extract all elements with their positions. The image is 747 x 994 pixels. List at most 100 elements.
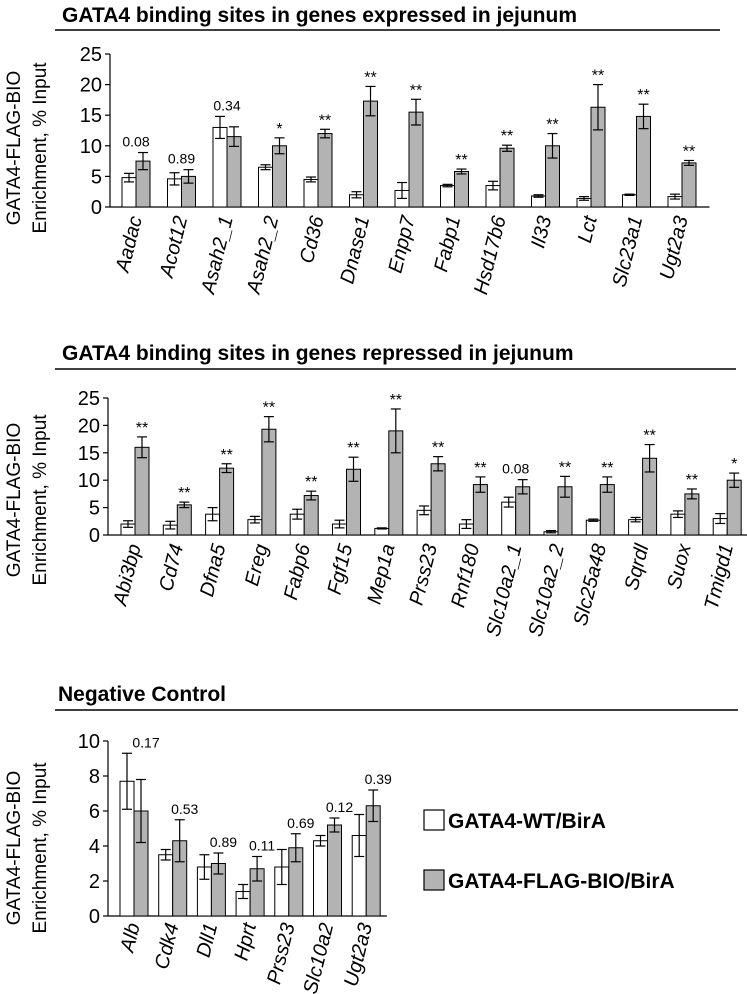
category-label: Slc10a2_1 [482, 542, 526, 639]
y-tick-label: 5 [89, 498, 100, 520]
y-tick-label: 6 [89, 801, 100, 823]
bar-flag-bio [636, 115, 651, 208]
category-label: Dll1 [193, 921, 223, 960]
bar-flag-bio [681, 162, 697, 208]
category-label: Fabp1 [430, 214, 465, 274]
legend-swatch [423, 809, 445, 831]
significance-stars: ** [683, 143, 695, 160]
y-axis-label: Enrichment, % Input [30, 762, 51, 934]
bar-flag-bio [365, 805, 381, 917]
y-tick-label: 2 [89, 871, 100, 893]
legend-label: GATA4-FLAG-BIO/BirA [448, 870, 675, 893]
y-tick-label: 5 [91, 166, 102, 188]
category-label: Fabp6 [280, 541, 315, 602]
category-label: Prss23 [406, 542, 442, 608]
category-label: Lct [574, 212, 602, 245]
significance-stars: * [276, 121, 282, 138]
category-label: Ugt2a3 [340, 921, 377, 989]
y-axis-label: Enrichment, % Input [30, 414, 51, 586]
category-label: Acot12 [156, 214, 193, 281]
category-label: Prss23 [263, 921, 299, 987]
bar-flag-bio [408, 111, 424, 208]
bar-wt [158, 854, 174, 917]
legend-swatch [423, 869, 445, 891]
category-label: Hprt [230, 920, 261, 963]
p-value: 0.17 [132, 734, 159, 750]
bar-wt [585, 519, 601, 536]
category-label: Aadac [112, 214, 147, 275]
significance-stars: ** [686, 472, 698, 489]
significance-stars: ** [347, 440, 359, 457]
bar-flag-bio [176, 504, 192, 536]
legend: GATA4-WT/BirA GATA4-FLAG-BIO/BirA [423, 809, 675, 893]
significance-stars: ** [390, 392, 402, 409]
category-label: Asah2_1 [197, 214, 238, 297]
bar-flag-bio [219, 467, 235, 536]
p-value: 0.89 [168, 151, 195, 167]
y-tick-label: 10 [78, 731, 100, 753]
significance-stars: ** [178, 485, 190, 502]
significance-stars: ** [319, 112, 331, 129]
y-axis-label: GATA4-FLAG-BIO [4, 423, 25, 578]
legend-label: GATA4-WT/BirA [448, 810, 606, 833]
bar-flag-bio [454, 171, 469, 208]
y-tick-label: 4 [89, 836, 100, 858]
chart-title: GATA4 binding sites in genes expressed i… [62, 4, 577, 27]
y-tick-label: 25 [78, 388, 100, 410]
chart-panel-1: GATA4 binding sites in genes expressed i… [4, 4, 720, 297]
p-value: 0.53 [171, 801, 198, 817]
category-label: Il33 [527, 214, 556, 251]
y-tick-label: 25 [80, 44, 102, 66]
significance-stars: ** [136, 420, 148, 437]
p-value: 0.34 [213, 97, 240, 113]
category-label: Alb [116, 921, 145, 955]
category-label: Dnase1 [336, 214, 374, 286]
category-label: Mep1a [364, 542, 400, 607]
category-label: Abi3bp [109, 542, 146, 609]
p-value: 0.39 [365, 771, 392, 787]
category-label: Hsd17b6 [470, 213, 511, 297]
category-label: Asah2_2 [243, 214, 284, 297]
p-value: 0.11 [249, 838, 275, 854]
chart-panel-3: Negative Control GATA4-FLAG-BIO Enrichment… [4, 683, 738, 994]
bar-flag-bio [272, 145, 287, 208]
p-value: 0.69 [287, 815, 314, 831]
bar-wt [440, 185, 455, 208]
p-value: 0.08 [122, 134, 149, 150]
y-axis-label: Enrichment, % Input [30, 62, 51, 234]
bar-flag-bio [303, 495, 319, 536]
category-label: Cd74 [155, 542, 188, 594]
significance-stars: ** [592, 68, 604, 85]
y-tick-label: 10 [78, 470, 100, 492]
p-value: 0.12 [326, 799, 353, 815]
significance-stars: ** [601, 460, 613, 477]
bar-wt [303, 178, 319, 208]
y-axis-label: GATA4-FLAG-BIO [4, 71, 25, 226]
significance-stars: ** [410, 82, 422, 99]
bar-wt [313, 840, 328, 917]
bar-flag-bio [684, 493, 700, 536]
category-label: Tmigd1 [701, 542, 738, 612]
bar-wt [622, 194, 637, 208]
bar-flag-bio [363, 100, 378, 208]
significance-stars: ** [501, 128, 513, 145]
significance-stars: ** [432, 440, 444, 457]
category-label: Cdk4 [151, 921, 184, 972]
y-tick-label: 0 [89, 525, 100, 547]
significance-stars: ** [305, 474, 317, 491]
category-label: Ereg [241, 542, 273, 588]
category-label: Enpp7 [385, 213, 421, 275]
bar-flag-bio [327, 824, 342, 917]
category-label: Slc23a1 [609, 214, 648, 289]
category-label: Rnf180 [447, 542, 484, 610]
y-tick-label: 0 [89, 906, 100, 928]
significance-stars: ** [643, 428, 655, 445]
y-tick-label: 0 [91, 197, 102, 219]
chart-title: GATA4 binding sites in genes repressed i… [62, 342, 574, 365]
category-label: Slc10a2_2 [525, 542, 569, 639]
category-label: Slc25a48 [570, 542, 612, 628]
category-label: Suox [663, 541, 696, 592]
category-label: Dfna5 [196, 541, 230, 599]
bar-flag-bio [726, 479, 742, 536]
significance-stars: ** [474, 460, 486, 477]
